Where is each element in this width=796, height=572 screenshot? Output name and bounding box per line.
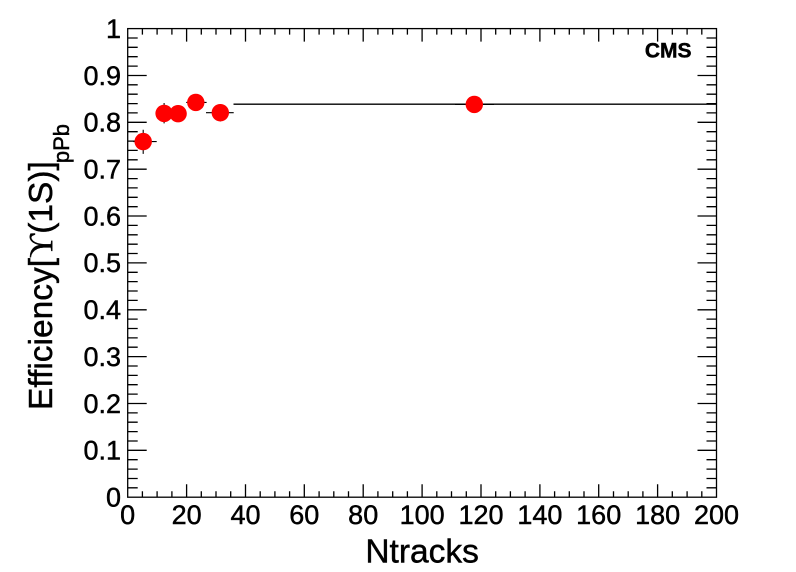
svg-text:CMS: CMS [645,40,692,63]
svg-text:0.4: 0.4 [83,295,121,325]
svg-text:20: 20 [172,500,202,530]
svg-text:Ntracks: Ntracks [365,534,479,571]
svg-text:0.8: 0.8 [83,108,121,138]
svg-text:160: 160 [576,500,621,530]
svg-text:0.1: 0.1 [83,436,121,466]
svg-text:0.9: 0.9 [83,61,121,91]
svg-text:0.3: 0.3 [83,342,121,372]
svg-text:80: 80 [348,500,378,530]
svg-text:100: 100 [400,500,445,530]
svg-text:180: 180 [635,500,680,530]
svg-text:60: 60 [289,500,319,530]
svg-text:0.5: 0.5 [83,248,121,278]
svg-text:40: 40 [230,500,260,530]
svg-text:0: 0 [106,483,121,513]
svg-text:140: 140 [517,500,562,530]
svg-text:120: 120 [458,500,503,530]
svg-text:0: 0 [120,500,135,530]
svg-text:0.7: 0.7 [83,155,121,185]
svg-text:0.2: 0.2 [83,389,121,419]
svg-text:1: 1 [106,14,121,44]
svg-text:0.6: 0.6 [83,201,121,231]
svg-text:200: 200 [694,500,739,530]
